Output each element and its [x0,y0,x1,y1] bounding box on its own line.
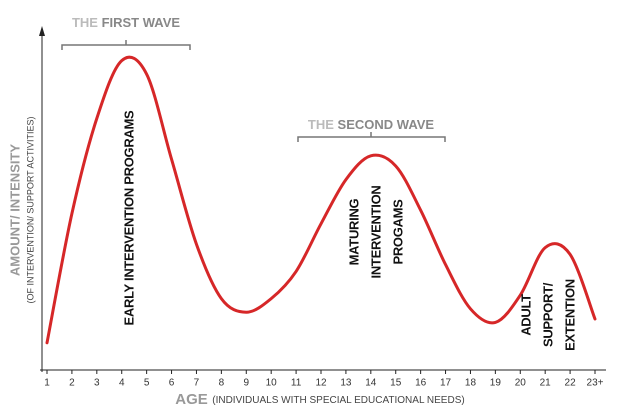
x-tick-label: 9 [243,378,249,389]
annotation-lead: THE [308,117,334,132]
annotation: THE FIRST WAVE [72,15,180,30]
y-axis-label: AMOUNT/ INTENSITY [7,144,22,276]
bracket [61,40,191,50]
phase-label: MATURING [346,198,361,265]
x-tick-label: 16 [415,378,427,389]
x-tick-label: 17 [440,378,452,389]
x-tick-label: 3 [94,378,100,389]
x-tick-label: 12 [315,378,327,389]
y-axis-arrow [39,26,45,36]
x-tick-label: 4 [119,378,125,389]
annotation-text: SECOND WAVE [338,117,435,132]
x-tick-label: 15 [390,378,402,389]
x-axis-label: AGE (INDIVIDUALS WITH SPECIAL EDUCATIONA… [175,391,464,408]
x-tick-label: 19 [490,378,502,389]
annotation-lead: THE [72,15,98,30]
x-tick-label: 23+ [587,378,604,389]
x-tick-label: 14 [365,378,377,389]
phase-label: EXTENTION [562,279,577,351]
x-tick-label: 8 [219,378,225,389]
phase-label: SUPPORT/ [540,282,555,347]
x-label-note: (INDIVIDUALS WITH SPECIAL EDUCATIONAL NE… [212,395,464,406]
annotation: THE SECOND WAVE [308,117,435,132]
annotation-text: FIRST WAVE [102,15,181,30]
curve [45,55,597,345]
y-axis-note: (OF INTERVENTION/ SUPPORT ACTIVITIES) [25,116,35,303]
phase-label: INTERVENTION [368,186,383,279]
x-tick-label: 22 [565,378,577,389]
x-tick-label: 10 [266,378,278,389]
x-tick-label: 11 [291,378,302,389]
phase-label: ADULT [518,294,533,336]
x-tick-label: 5 [144,378,150,389]
x-tick-label: 7 [194,378,200,389]
x-tick-label: 2 [69,378,75,389]
phase-label: EARLY INTERVENTION PROGRAMS [121,110,136,325]
x-tick-label: 6 [169,378,175,389]
x-label: AGE [175,391,208,408]
bracket [297,132,446,142]
x-tick-label: 18 [465,378,477,389]
x-tick-label: 21 [540,378,552,389]
x-tick-label: 13 [340,378,352,389]
x-tick-label: 1 [44,378,50,389]
phase-label: PROGAMS [390,199,405,265]
x-tick-label: 20 [515,378,527,389]
